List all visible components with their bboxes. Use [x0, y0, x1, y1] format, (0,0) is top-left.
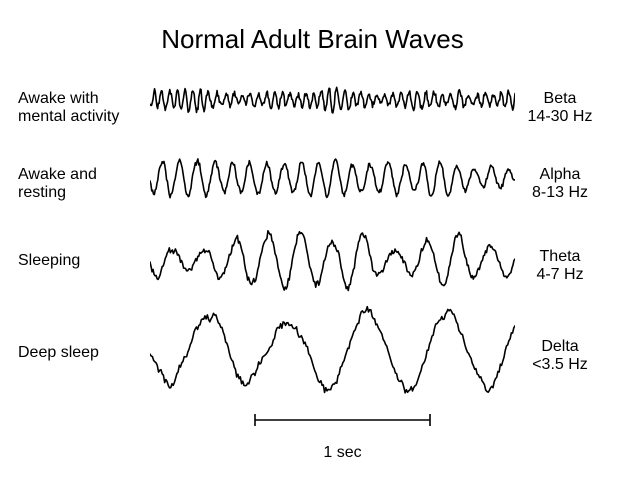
scale-bar — [253, 412, 432, 428]
wave-trace-beta — [150, 82, 515, 118]
wave-name-alpha: Alpha — [515, 166, 605, 184]
row-label-alpha: Awake andresting — [18, 166, 148, 203]
row-label-beta: Awake withmental activity — [18, 90, 148, 127]
wave-freq-delta: <3.5 Hz — [515, 356, 605, 374]
wave-freq-beta: 14-30 Hz — [515, 108, 605, 126]
wave-freq-theta: 4-7 Hz — [515, 266, 605, 284]
wave-trace-theta — [150, 225, 515, 295]
row-label-theta: Sleeping — [18, 252, 148, 270]
scale-bar-label: 1 sec — [255, 444, 430, 462]
page-title: Normal Adult Brain Waves — [0, 24, 625, 55]
wave-trace-delta — [150, 300, 515, 400]
wave-trace-alpha — [150, 154, 515, 202]
row-label-delta: Deep sleep — [18, 344, 148, 362]
wave-freq-alpha: 8-13 Hz — [515, 184, 605, 202]
wave-name-beta: Beta — [515, 90, 605, 108]
wave-name-delta: Delta — [515, 338, 605, 356]
wave-name-theta: Theta — [515, 248, 605, 266]
diagram-root: Normal Adult Brain Waves Awake withmenta… — [0, 0, 625, 500]
